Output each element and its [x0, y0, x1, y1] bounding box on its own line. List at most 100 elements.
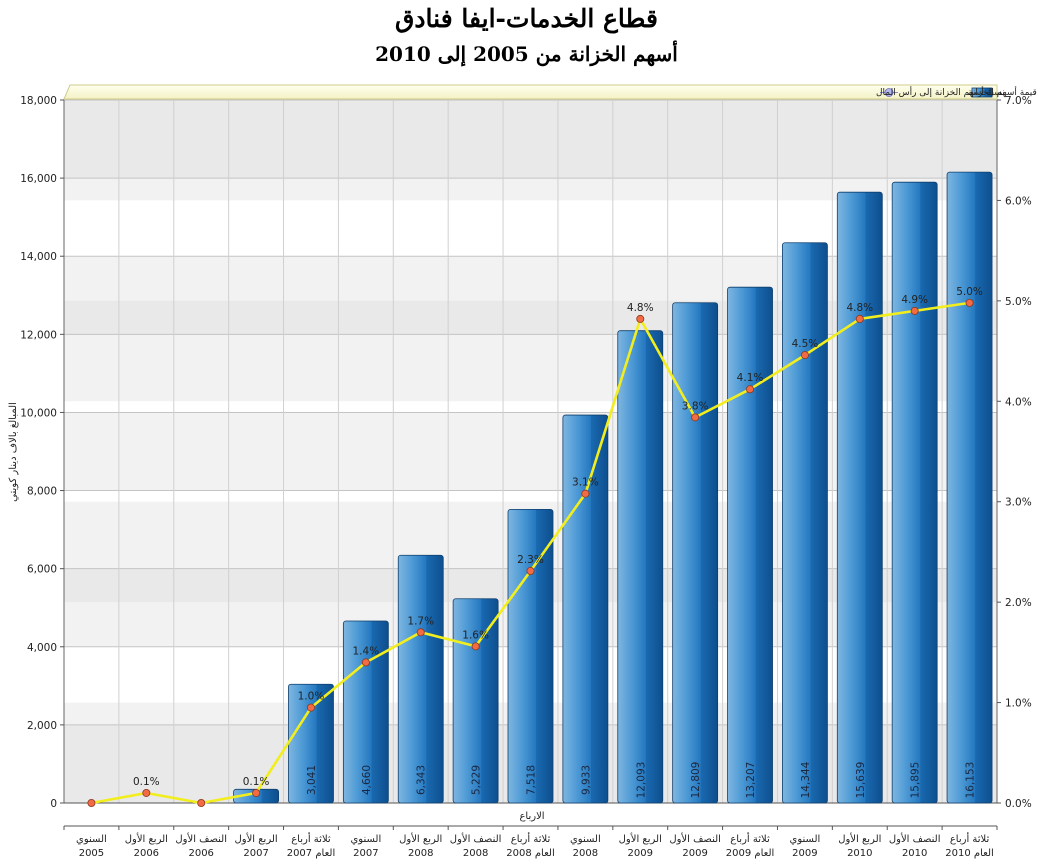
y-axis-ticks: 0 2,000 4,000 6,000 8,000 10,000 12,000 14,000 1…: [20, 95, 64, 810]
plot-band: [64, 100, 997, 179]
category-label-line1: السنوي: [790, 834, 821, 845]
line-value-label: 1.4%: [353, 645, 380, 657]
category-label-line1: ثلاثة أرباع: [511, 832, 551, 845]
line-value-label: 2.3%: [517, 554, 544, 566]
category-label-line1: ثلاثة أرباع: [730, 832, 770, 845]
y-tick-label: 4,000: [27, 642, 57, 654]
category-label-line1: النصف الأول: [175, 832, 227, 845]
y-tick-label: 18,000: [20, 95, 57, 107]
category-label-line1: الربع الأول: [125, 832, 168, 845]
category-label-line1: الربع الأول: [234, 832, 277, 845]
line-value-label: 3.1%: [572, 477, 599, 489]
category-label-line2: 2009: [682, 848, 707, 859]
category-label-line2: 2005: [79, 848, 104, 859]
category-label-line1: ثلاثة أرباع: [291, 832, 331, 845]
bar: [562, 414, 609, 804]
category-label-line2: العام 2010: [945, 848, 994, 859]
line-value-label: 1.0%: [298, 691, 325, 703]
bar-value-label: 15,895: [910, 762, 922, 799]
bar-series: [233, 171, 993, 804]
category-label-line2: العام 2007: [287, 848, 336, 859]
bar-value-label: 7,518: [526, 765, 538, 795]
line-marker: [965, 298, 974, 307]
category-label-line1: الربع الأول: [619, 832, 662, 845]
x-axis-title: الارباع: [519, 811, 544, 822]
line-marker: [910, 306, 919, 315]
y2-axis-ticks: 0.0% 1.0% 2.0% 3.0% 4.0% 5.0% 6.0% 7.0%: [997, 95, 1032, 810]
category-label-line2: 2008: [573, 848, 598, 859]
plot-band: [64, 100, 997, 201]
bar: [727, 286, 773, 804]
category-label-line2: 2009: [792, 848, 817, 859]
y-tick-label: 0: [50, 798, 57, 810]
line-marker: [526, 567, 535, 576]
legend-swatch-bar: [971, 87, 993, 98]
line-value-label: 1.6%: [462, 629, 489, 641]
bar-value-label: 5,229: [471, 765, 483, 795]
y2-tick-label: 6.0%: [1005, 195, 1032, 207]
y2-tick-label: 2.0%: [1005, 597, 1032, 609]
bar: [672, 302, 719, 804]
bar: [397, 554, 444, 804]
line-value-label: 5.0%: [956, 286, 983, 298]
line-marker: [581, 489, 590, 498]
gridlines: [64, 99, 997, 804]
category-label-line2: 2007: [243, 848, 268, 859]
chart-title: قطاع الخدمات-ايفا فنادق: [395, 4, 658, 33]
y-tick-label: 8,000: [27, 486, 57, 498]
category-label-line1: السنوي: [570, 834, 601, 845]
line-value-label: 3.8%: [682, 400, 709, 412]
bar: [782, 242, 828, 804]
category-label-line1: الربع الأول: [399, 832, 442, 845]
y2-tick-label: 0.0%: [1005, 798, 1032, 810]
legend-background: [63, 84, 998, 100]
line-marker: [361, 658, 370, 667]
category-label-line1: النصف الأول: [669, 832, 721, 845]
y-tick-label: 10,000: [20, 407, 57, 419]
bar-value-label: 16,153: [965, 762, 977, 799]
category-label-line1: النصف الأول: [889, 832, 941, 845]
line-marker: [87, 799, 96, 808]
bar: [617, 330, 664, 804]
line-value-label: 0.1%: [133, 776, 160, 788]
y-tick-label: 6,000: [27, 564, 57, 576]
legend-label-bar: قيمة أسهم الخزانة: [968, 86, 1037, 98]
bar: [342, 620, 389, 804]
y-tick-label: 14,000: [20, 251, 57, 263]
x-axis-categories: السنوي 2005 الربع الأول 2006 النصف الأول 2006…: [76, 832, 994, 859]
bar: [946, 171, 993, 804]
line-value-label: 0.1%: [243, 776, 270, 788]
category-label-line2: العام 2008: [506, 848, 555, 859]
legend-label-line: نسبة أسهم الخزانة إلى رأس المال: [876, 86, 1005, 98]
line-marker: [197, 799, 206, 808]
legend: قيمة أسهم الخزانة نسبة أسهم الخزانة إلى …: [63, 84, 1037, 100]
y2-tick-label: 1.0%: [1005, 698, 1032, 710]
line-value-label: 4.8%: [846, 302, 873, 314]
bar: [891, 181, 938, 804]
y2-tick-label: 4.0%: [1005, 396, 1032, 408]
line-marker: [252, 788, 261, 797]
y-tick-label: 16,000: [20, 173, 57, 185]
category-label-line1: النصف الأول: [450, 832, 502, 845]
bar-value-label: 13,207: [745, 762, 757, 799]
category-label-line2: 2006: [134, 848, 159, 859]
bar-value-label: 9,933: [580, 765, 592, 795]
y2-tick-label: 5.0%: [1005, 296, 1032, 308]
line-value-label: 4.1%: [737, 372, 764, 384]
line-value-label: 4.8%: [627, 302, 654, 314]
y2-tick-label: 7.0%: [1005, 95, 1032, 107]
bar: [836, 191, 883, 804]
y-tick-label: 2,000: [27, 720, 57, 732]
bar-value-label: 12,093: [635, 762, 647, 799]
chart-subtitle: أسهم الخزانة من 2005 إلى 2010: [375, 42, 678, 66]
line-marker: [800, 351, 809, 360]
category-label-line1: السنوي: [350, 834, 381, 845]
line-marker: [471, 642, 480, 651]
line-value-label: 4.5%: [792, 338, 819, 350]
category-label-line1: الربع الأول: [838, 832, 881, 845]
category-label-line2: 2008: [463, 848, 488, 859]
line-marker: [306, 703, 315, 712]
legend-swatch-marker: [884, 88, 894, 97]
line-marker: [636, 314, 645, 323]
